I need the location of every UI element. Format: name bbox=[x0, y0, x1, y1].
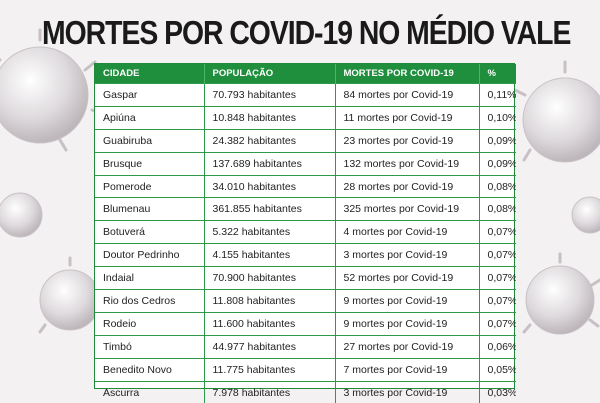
cell-populacao: 34.010 habitantes bbox=[204, 175, 335, 198]
cell-percent: 0,09% bbox=[479, 129, 516, 152]
cell-populacao: 24.382 habitantes bbox=[204, 129, 335, 152]
cell-cidade: Timbó bbox=[95, 335, 204, 358]
cell-cidade: Guabiruba bbox=[95, 129, 204, 152]
header-row: CIDADE POPULAÇÃO MORTES POR COVID-19 % bbox=[95, 64, 516, 84]
cell-populacao: 5.322 habitantes bbox=[204, 221, 335, 244]
cell-percent: 0,07% bbox=[479, 312, 516, 335]
cell-populacao: 361.855 habitantes bbox=[204, 198, 335, 221]
header-cidade: CIDADE bbox=[95, 64, 204, 84]
cell-percent: 0,08% bbox=[479, 175, 516, 198]
cell-mortes: 7 mortes por Covid-19 bbox=[335, 358, 479, 381]
cell-mortes: 11 mortes por Covid-19 bbox=[335, 106, 479, 129]
cell-cidade: Benedito Novo bbox=[95, 358, 204, 381]
cell-cidade: Rio dos Cedros bbox=[95, 290, 204, 313]
cell-mortes: 3 mortes por Covid-19 bbox=[335, 244, 479, 267]
header-populacao: POPULAÇÃO bbox=[204, 64, 335, 84]
covid-deaths-table: CIDADE POPULAÇÃO MORTES POR COVID-19 % G… bbox=[94, 63, 515, 389]
cell-cidade: Doutor Pedrinho bbox=[95, 244, 204, 267]
cell-percent: 0,07% bbox=[479, 244, 516, 267]
cell-percent: 0,07% bbox=[479, 290, 516, 313]
header-percent: % bbox=[479, 64, 516, 84]
cell-percent: 0,07% bbox=[479, 221, 516, 244]
cell-populacao: 70.793 habitantes bbox=[204, 84, 335, 107]
cell-cidade: Botuverá bbox=[95, 221, 204, 244]
table-header: CIDADE POPULAÇÃO MORTES POR COVID-19 % bbox=[95, 64, 516, 84]
cell-populacao: 44.977 habitantes bbox=[204, 335, 335, 358]
cell-cidade: Gaspar bbox=[95, 84, 204, 107]
cell-mortes: 28 mortes por Covid-19 bbox=[335, 175, 479, 198]
header-mortes: MORTES POR COVID-19 bbox=[335, 64, 479, 84]
cell-cidade: Rodeio bbox=[95, 312, 204, 335]
cell-mortes: 52 mortes por Covid-19 bbox=[335, 267, 479, 290]
cell-percent: 0,05% bbox=[479, 358, 516, 381]
cell-populacao: 11.600 habitantes bbox=[204, 312, 335, 335]
cell-mortes: 84 mortes por Covid-19 bbox=[335, 84, 479, 107]
page-title: MORTES POR COVID-19 NO MÉDIO VALE bbox=[42, 14, 558, 52]
cell-mortes: 27 mortes por Covid-19 bbox=[335, 335, 479, 358]
cell-populacao: 4.155 habitantes bbox=[204, 244, 335, 267]
cell-mortes: 325 mortes por Covid-19 bbox=[335, 198, 479, 221]
cell-cidade: Apiúna bbox=[95, 106, 204, 129]
cell-percent: 0,07% bbox=[479, 267, 516, 290]
cell-populacao: 137.689 habitantes bbox=[204, 152, 335, 175]
cell-mortes: 4 mortes por Covid-19 bbox=[335, 221, 479, 244]
cell-cidade: Brusque bbox=[95, 152, 204, 175]
cell-percent: 0,09% bbox=[479, 152, 516, 175]
cell-percent: 0,11% bbox=[479, 84, 516, 107]
cell-mortes: 9 mortes por Covid-19 bbox=[335, 312, 479, 335]
cell-percent: 0,06% bbox=[479, 335, 516, 358]
cell-mortes: 132 mortes por Covid-19 bbox=[335, 152, 479, 175]
cell-cidade: Indaial bbox=[95, 267, 204, 290]
cell-cidade: Pomerode bbox=[95, 175, 204, 198]
cell-populacao: 70.900 habitantes bbox=[204, 267, 335, 290]
cell-percent: 0,10% bbox=[479, 106, 516, 129]
cell-mortes: 23 mortes por Covid-19 bbox=[335, 129, 479, 152]
cell-populacao: 11.808 habitantes bbox=[204, 290, 335, 313]
cell-percent: 0,08% bbox=[479, 198, 516, 221]
cell-populacao: 11.775 habitantes bbox=[204, 358, 335, 381]
data-table: CIDADE POPULAÇÃO MORTES POR COVID-19 % G… bbox=[95, 64, 516, 403]
cell-mortes: 9 mortes por Covid-19 bbox=[335, 290, 479, 313]
cell-cidade: Blumenau bbox=[95, 198, 204, 221]
cell-populacao: 10.848 habitantes bbox=[204, 106, 335, 129]
